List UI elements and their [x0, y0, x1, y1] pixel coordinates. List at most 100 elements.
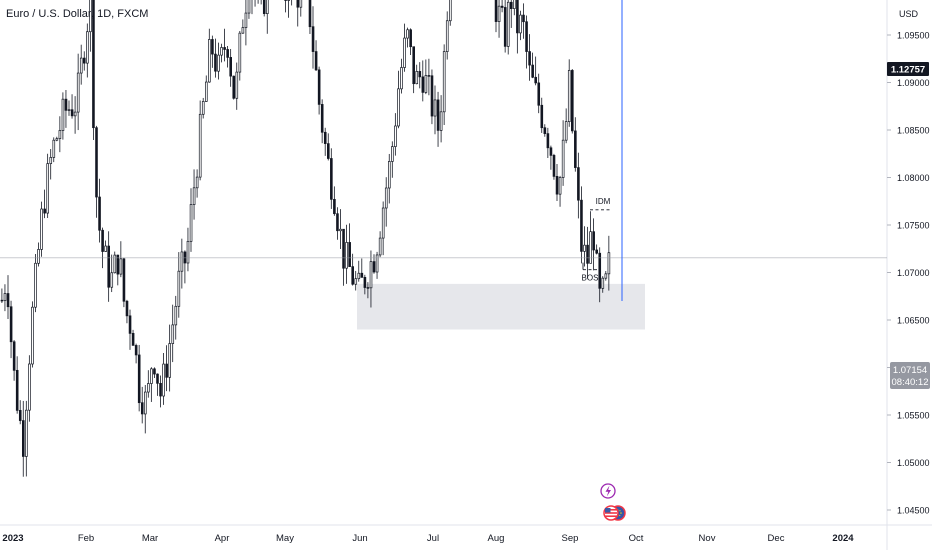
candle-body — [309, 0, 311, 27]
candle-body — [28, 364, 30, 410]
candle-body — [141, 403, 143, 414]
candle-body — [602, 278, 604, 288]
candle-body — [38, 249, 40, 263]
candle-body — [437, 100, 439, 130]
candle-body — [605, 274, 607, 278]
candle-body — [315, 52, 317, 70]
candle-body — [218, 55, 220, 71]
candle-body — [321, 104, 323, 132]
candle-body — [50, 157, 52, 163]
candle-body — [205, 82, 207, 101]
candle-body — [266, 0, 268, 14]
candle-body — [550, 148, 552, 156]
candle-body — [248, 0, 250, 13]
y-axis: 1.135001.130001.125001.120001.115001.110… — [887, 0, 930, 515]
candle-body — [160, 383, 162, 396]
overlays-layer: BOSBOSIDMBOS — [0, 0, 887, 301]
candle-body — [263, 0, 265, 14]
candle-body — [526, 22, 528, 52]
candle-body — [19, 410, 21, 420]
candle-body — [520, 15, 522, 33]
candle-body — [138, 355, 140, 403]
candle-body — [44, 209, 46, 213]
candle-body — [529, 52, 531, 66]
candle-body — [59, 130, 61, 138]
candle-body — [577, 168, 579, 201]
candle-body — [181, 252, 183, 271]
candle-body — [333, 199, 335, 213]
candle-body — [355, 279, 357, 285]
candle-body — [99, 197, 101, 230]
candle-body — [407, 30, 409, 38]
candle-body — [297, 0, 299, 7]
x-tick-label: Oct — [629, 533, 644, 544]
candle-body — [330, 158, 332, 199]
y-tick-label: 1.06500 — [897, 315, 930, 325]
candle-body — [590, 232, 592, 264]
currency-label: USD — [899, 9, 918, 19]
candle-body — [1, 300, 3, 301]
candle-body — [523, 15, 525, 22]
candle-body — [584, 245, 586, 251]
us-flag-icon[interactable] — [604, 506, 618, 520]
candle-body — [446, 21, 448, 52]
candle-body — [221, 47, 223, 55]
candle-body — [416, 71, 418, 83]
candle-body — [199, 114, 201, 177]
candle-body — [126, 301, 128, 316]
candle-body — [562, 140, 564, 177]
candle-body — [312, 27, 314, 52]
candle-body — [504, 7, 506, 46]
candle-body — [343, 229, 345, 268]
x-tick-label: 2024 — [832, 533, 854, 544]
candle-body — [187, 241, 189, 263]
candle-body — [178, 271, 180, 306]
candle-body — [370, 262, 372, 288]
candle-body — [236, 72, 238, 98]
candle-body — [41, 209, 43, 249]
candle-body — [587, 245, 589, 263]
candle-body — [431, 76, 433, 116]
lightning-icon[interactable] — [601, 484, 615, 498]
high-price-label: 1.12757 — [891, 65, 925, 76]
candle-body — [574, 131, 576, 168]
candle-body — [382, 208, 384, 238]
candle-body — [202, 101, 204, 114]
candle-body — [559, 177, 561, 194]
candle-body — [16, 370, 18, 410]
candle-body — [556, 176, 558, 194]
candle-body — [96, 128, 98, 197]
candle-body — [147, 384, 149, 393]
candle-body — [62, 99, 64, 130]
candle-body — [184, 252, 186, 263]
candle-body — [449, 0, 451, 21]
candle-body — [318, 70, 320, 105]
candle-body — [10, 307, 12, 342]
y-tick-label: 1.04500 — [897, 505, 930, 515]
candle-body — [13, 342, 15, 371]
candle-body — [215, 54, 217, 71]
candle-body — [129, 316, 131, 334]
candle-body — [596, 250, 598, 253]
candle-body — [172, 325, 174, 344]
candle-body — [157, 374, 159, 383]
candle-body — [190, 205, 192, 242]
candle-body — [224, 47, 226, 49]
candle-body — [80, 58, 82, 73]
x-tick-label: Apr — [215, 533, 230, 544]
candle-body — [608, 253, 610, 274]
bos-3-label: BOS — [582, 274, 599, 283]
x-tick-label: May — [276, 533, 294, 544]
candle-body — [300, 0, 302, 7]
candle-body — [507, 2, 509, 46]
candle-body — [361, 273, 363, 277]
candle-body — [401, 68, 403, 89]
candle-body — [388, 161, 390, 188]
candle-body — [211, 39, 213, 54]
candle-body — [7, 294, 9, 307]
candle-body — [337, 214, 339, 231]
candle-body — [379, 238, 381, 255]
candle-body — [242, 28, 244, 34]
